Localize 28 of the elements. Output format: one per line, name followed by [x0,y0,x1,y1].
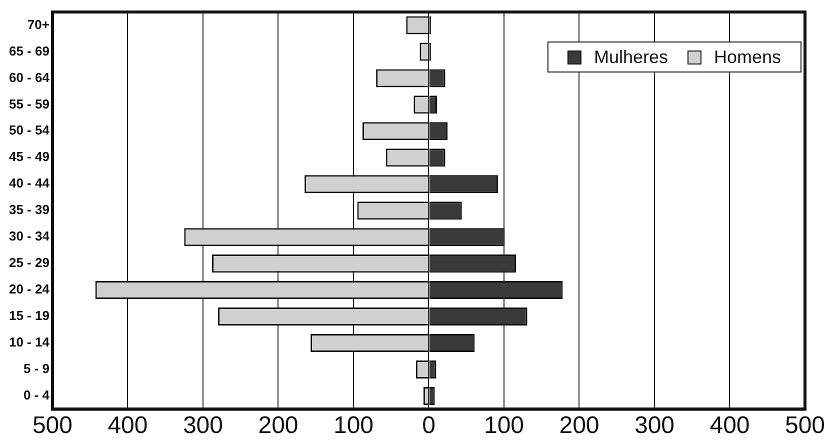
y-tick-label: 5 - 9 [23,361,50,376]
y-tick-label: 25 - 29 [8,255,50,270]
y-tick-label: 45 - 49 [8,149,50,164]
y-tick-label: 65 - 69 [8,43,50,58]
x-tick-label: 200 [559,412,600,440]
x-tick-label: 100 [484,412,524,440]
legend-label: Mulheres [594,46,668,67]
x-tick-label: 200 [258,412,298,440]
y-tick-label: 0 - 4 [23,388,50,403]
x-tick-label: 500 [784,412,826,440]
x-tick-label: 300 [634,412,675,440]
y-tick-label: 60 - 64 [8,70,50,85]
x-tick-label: 300 [182,412,223,440]
y-tick-label: 50 - 54 [8,122,50,138]
x-tick-label: 500 [32,412,72,440]
y-tick-label: 40 - 44 [8,176,50,191]
legend-label: Homens [714,46,782,67]
y-tick-label: 20 - 24 [8,282,50,297]
x-tick-label: 400 [108,412,148,440]
x-tick-label: 400 [710,412,750,440]
y-tick-label: 15 - 19 [8,308,50,324]
x-tick-label: 0 [422,412,436,440]
y-tick-label: 55 - 59 [8,96,50,112]
y-tick-label: 70+ [27,16,50,32]
x-tick-label: 100 [333,412,374,440]
y-tick-label: 35 - 39 [8,202,50,218]
y-tick-label: 10 - 14 [8,334,50,350]
y-tick-label: 30 - 34 [8,228,50,244]
